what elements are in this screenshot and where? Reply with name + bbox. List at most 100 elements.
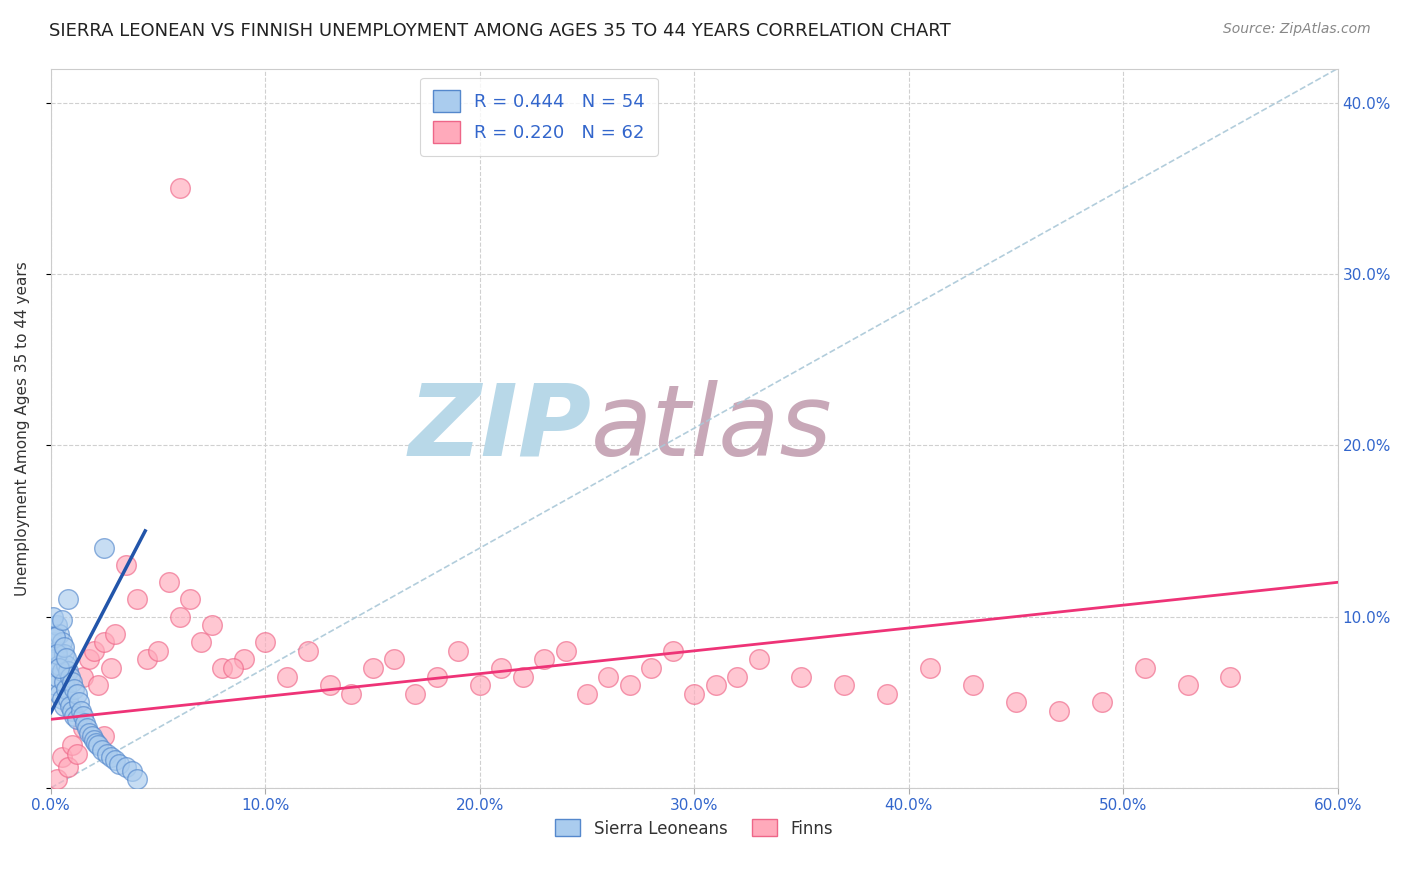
Point xyxy=(83,644,105,658)
Point xyxy=(834,678,856,692)
Point xyxy=(59,669,82,683)
Point xyxy=(136,652,159,666)
Point xyxy=(60,674,83,689)
Point xyxy=(91,743,114,757)
Point xyxy=(340,687,363,701)
Point xyxy=(72,721,94,735)
Point xyxy=(962,678,984,692)
Point xyxy=(75,715,97,730)
Text: ZIP: ZIP xyxy=(408,380,592,476)
Point xyxy=(56,760,79,774)
Point xyxy=(51,665,73,679)
Point xyxy=(51,635,73,649)
Point xyxy=(146,644,169,658)
Point xyxy=(512,669,534,683)
Point xyxy=(575,687,598,701)
Point xyxy=(254,635,277,649)
Text: atlas: atlas xyxy=(592,380,832,476)
Point xyxy=(104,754,127,768)
Point xyxy=(67,695,90,709)
Point xyxy=(157,575,180,590)
Point xyxy=(56,592,79,607)
Point xyxy=(201,618,224,632)
Point xyxy=(56,665,79,679)
Point xyxy=(121,764,143,778)
Point xyxy=(108,756,131,771)
Text: SIERRA LEONEAN VS FINNISH UNEMPLOYMENT AMONG AGES 35 TO 44 YEARS CORRELATION CHA: SIERRA LEONEAN VS FINNISH UNEMPLOYMENT A… xyxy=(49,22,950,40)
Point xyxy=(1133,661,1156,675)
Point xyxy=(190,635,212,649)
Point xyxy=(55,657,77,672)
Point xyxy=(662,644,685,658)
Point xyxy=(598,669,620,683)
Point xyxy=(93,730,115,744)
Point xyxy=(361,661,384,675)
Point xyxy=(1219,669,1241,683)
Point xyxy=(56,691,79,706)
Point xyxy=(276,669,298,683)
Point xyxy=(93,635,115,649)
Point xyxy=(65,747,87,761)
Point xyxy=(59,698,82,713)
Point xyxy=(70,704,93,718)
Point xyxy=(48,657,70,672)
Legend: Sierra Leoneans, Finns: Sierra Leoneans, Finns xyxy=(548,813,839,844)
Point xyxy=(790,669,813,683)
Point xyxy=(44,678,66,692)
Point xyxy=(169,181,191,195)
Point xyxy=(60,738,83,752)
Point xyxy=(222,661,245,675)
Point xyxy=(48,626,70,640)
Point xyxy=(554,644,576,658)
Point xyxy=(100,661,122,675)
Point xyxy=(76,721,98,735)
Point xyxy=(46,618,69,632)
Point xyxy=(96,747,118,761)
Point xyxy=(468,678,491,692)
Point xyxy=(640,661,662,675)
Point xyxy=(115,760,138,774)
Point xyxy=(79,726,101,740)
Point xyxy=(93,541,115,555)
Y-axis label: Unemployment Among Ages 35 to 44 years: Unemployment Among Ages 35 to 44 years xyxy=(15,260,30,596)
Point xyxy=(232,652,254,666)
Point xyxy=(65,687,87,701)
Point xyxy=(52,640,75,655)
Point xyxy=(72,709,94,723)
Point xyxy=(533,652,555,666)
Point xyxy=(63,681,86,696)
Point xyxy=(42,635,65,649)
Point xyxy=(46,669,69,683)
Point xyxy=(55,681,77,696)
Point xyxy=(297,644,319,658)
Point xyxy=(125,772,148,787)
Point xyxy=(1177,678,1199,692)
Text: Source: ZipAtlas.com: Source: ZipAtlas.com xyxy=(1223,22,1371,37)
Point xyxy=(79,652,101,666)
Point xyxy=(318,678,340,692)
Point xyxy=(46,772,69,787)
Point xyxy=(125,592,148,607)
Point xyxy=(725,669,748,683)
Point xyxy=(1047,704,1070,718)
Point xyxy=(211,661,233,675)
Point xyxy=(72,669,94,683)
Point xyxy=(100,750,122,764)
Point xyxy=(619,678,641,692)
Point xyxy=(51,691,73,706)
Point xyxy=(65,712,87,726)
Point xyxy=(426,669,449,683)
Point xyxy=(55,650,77,665)
Point xyxy=(748,652,770,666)
Point xyxy=(704,678,727,692)
Point xyxy=(46,647,69,661)
Point xyxy=(382,652,405,666)
Point xyxy=(48,661,70,675)
Point xyxy=(42,609,65,624)
Point xyxy=(44,630,66,644)
Point xyxy=(51,750,73,764)
Point xyxy=(104,626,127,640)
Point xyxy=(1091,695,1114,709)
Point xyxy=(84,736,107,750)
Point xyxy=(87,738,110,752)
